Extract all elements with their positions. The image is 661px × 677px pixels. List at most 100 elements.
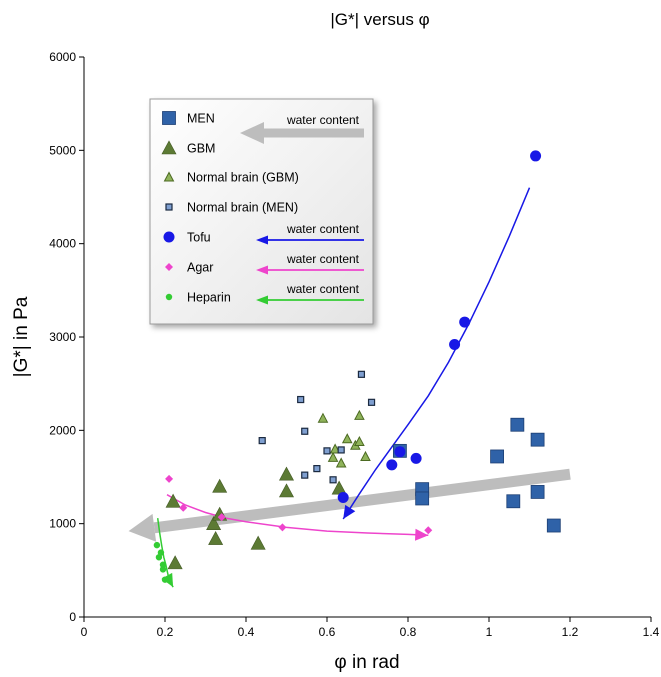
data-point-heparin: [153, 541, 161, 549]
data-point-normal-brain-men: [337, 446, 345, 454]
x-tick-label: 0.2: [157, 625, 174, 639]
fit-arrowhead-tofu: [343, 504, 356, 519]
y-tick-label: 4000: [49, 237, 76, 251]
x-tick-label: 0.6: [319, 625, 336, 639]
data-point-normal-brain-gbm: [360, 450, 371, 461]
y-tick-label: 3000: [49, 330, 76, 344]
x-tick-label: 1.2: [562, 625, 579, 639]
data-point-men: [490, 449, 505, 464]
data-point-gbm: [167, 555, 183, 570]
legend-label-gbm: GBM: [187, 142, 215, 156]
data-point-agar: [165, 474, 174, 483]
y-tick-label: 5000: [49, 143, 76, 157]
legend-arrowhead-heparin: [256, 295, 268, 305]
series-heparin: [153, 541, 169, 583]
data-point-men: [415, 491, 430, 506]
legend-water-content-grey: water content: [286, 113, 360, 127]
data-point-normal-brain-men: [301, 471, 309, 479]
data-point-men: [510, 417, 525, 432]
data-point-gbm: [278, 466, 295, 481]
data-point-normal-brain-gbm: [317, 412, 329, 423]
data-point-normal-brain-men: [313, 465, 321, 473]
data-point-tofu: [459, 316, 471, 328]
legend-marker-normal-brain-men: [165, 203, 173, 211]
data-point-agar: [424, 526, 433, 535]
data-points-layer: [153, 150, 561, 583]
data-point-normal-brain-gbm: [341, 433, 353, 444]
y-tick-label: 6000: [49, 50, 76, 64]
data-point-normal-brain-gbm: [327, 451, 339, 462]
legend-arrowhead-tofu: [256, 235, 268, 245]
chart-title: |G*| versus φ: [330, 10, 429, 29]
data-point-gbm: [165, 493, 181, 508]
data-point-normal-brain-gbm: [354, 435, 365, 447]
legend-marker-agar: [165, 263, 173, 271]
legend-marker-gbm: [161, 140, 177, 155]
data-point-gbm: [208, 530, 224, 545]
x-axis-label: φ in rad: [334, 652, 399, 673]
data-point-heparin: [161, 576, 169, 583]
legend-label-agar: Agar: [187, 261, 213, 275]
legend: MEN GBM Normal brain (GBM) Normal brain (ME…: [149, 98, 374, 325]
data-point-men: [546, 518, 561, 533]
data-point-normal-brain-men: [367, 398, 376, 406]
data-point-normal-brain-men: [258, 437, 266, 445]
data-point-gbm: [278, 483, 295, 498]
fit-arrowhead-agar: [414, 528, 429, 541]
y-tick-label: 0: [69, 610, 76, 624]
data-point-gbm: [212, 478, 228, 493]
data-point-normal-brain-gbm: [354, 409, 365, 420]
legend-water-content-agar: water content: [286, 252, 360, 266]
data-point-tofu: [337, 492, 349, 504]
x-tick-label: 1: [486, 625, 493, 639]
x-tick-label: 0.8: [400, 625, 417, 639]
series-normal-brain-men: [258, 370, 404, 484]
series-tofu: [337, 150, 542, 504]
data-point-heparin: [157, 549, 165, 556]
legend-label-normal-brain-men: Normal brain (MEN): [187, 201, 298, 215]
data-point-tofu: [449, 338, 461, 350]
data-point-men: [530, 432, 545, 447]
legend-marker-men: [162, 111, 176, 125]
x-tick-label: 0.4: [238, 625, 255, 639]
data-point-tofu: [394, 446, 406, 458]
legend-marker-normal-brain-gbm: [163, 171, 175, 182]
data-point-agar: [217, 513, 226, 522]
data-point-normal-brain-gbm: [335, 457, 347, 468]
y-tick-label: 2000: [49, 423, 76, 437]
y-axis-label: |G*| in Pa: [11, 296, 32, 377]
series-normal-brain-gbm: [317, 409, 371, 468]
data-point-normal-brain-men: [323, 447, 331, 455]
data-point-tofu: [386, 459, 398, 471]
fit-lines-layer: [156, 187, 531, 588]
legend-marker-heparin: [165, 293, 173, 301]
data-point-tofu: [530, 150, 542, 162]
legend-water-content-heparin: water content: [286, 282, 360, 296]
trend-arrow-head: [128, 513, 157, 542]
data-point-men: [530, 485, 545, 499]
data-point-gbm: [250, 535, 266, 550]
data-point-agar: [179, 503, 188, 512]
legend-grey-arrowhead: [240, 122, 264, 144]
data-point-men: [506, 494, 521, 509]
data-point-normal-brain-men: [301, 427, 309, 435]
legend-label-normal-brain-gbm: Normal brain (GBM): [187, 171, 299, 185]
x-tick-label: 0: [81, 625, 88, 639]
data-point-agar: [278, 523, 287, 532]
data-point-heparin: [159, 561, 167, 568]
data-point-normal-brain-gbm: [329, 443, 341, 454]
legend-arrowhead-agar: [256, 265, 268, 275]
axes: 0 0.2 0.4 0.6 0.8 1 1.2 1.4 0 1000 2000 3000 4000 500…: [49, 50, 659, 639]
y-tick-label: 1000: [49, 517, 76, 531]
legend-label-heparin: Heparin: [187, 291, 231, 305]
legend-label-men: MEN: [187, 112, 215, 126]
fit-line-agar: [166, 494, 429, 537]
data-point-heparin: [159, 566, 167, 573]
x-tick-label: 1.4: [643, 625, 660, 639]
legend-label-tofu: Tofu: [187, 231, 211, 245]
data-point-tofu: [410, 452, 422, 464]
data-point-normal-brain-men: [357, 370, 366, 378]
fit-line-tofu: [342, 187, 531, 520]
data-point-gbm: [206, 516, 222, 530]
series-agar: [165, 474, 433, 535]
